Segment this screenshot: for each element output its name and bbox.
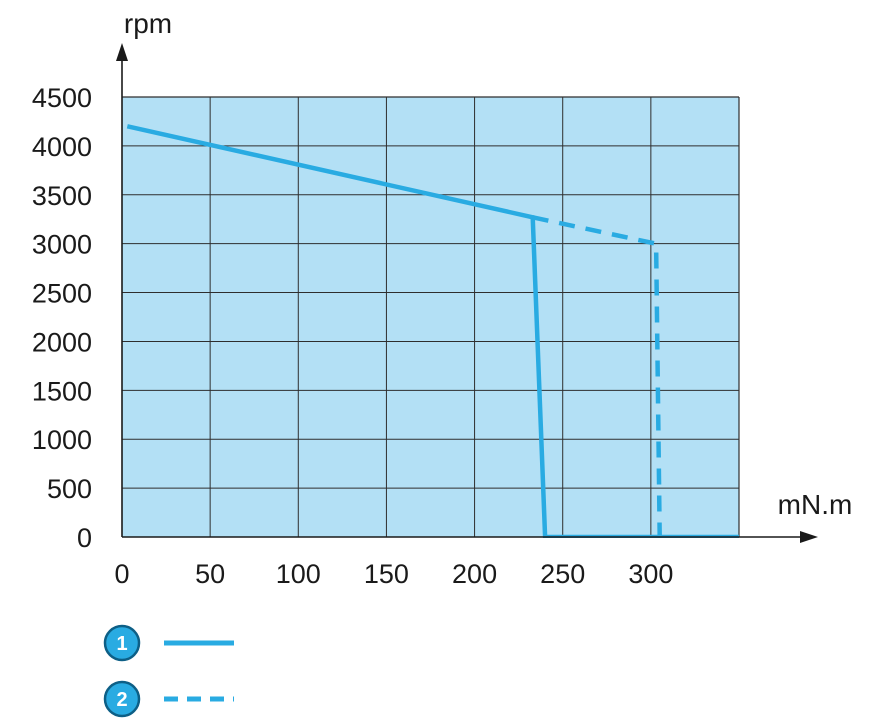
- axes: [116, 43, 818, 543]
- legend-badge-2: [103, 680, 141, 718]
- y-tick-label: 3500: [32, 181, 92, 211]
- legend-item-1: 1: [103, 624, 234, 662]
- y-tick-label: 1500: [32, 376, 92, 406]
- x-tick-label: 200: [452, 559, 497, 589]
- x-tick-label: 0: [114, 559, 129, 589]
- y-tick-label: 2000: [32, 327, 92, 357]
- y-tick-label: 2500: [32, 279, 92, 309]
- x-tick-label: 100: [276, 559, 321, 589]
- legend-badge-1: [103, 624, 141, 662]
- x-tick-label: 150: [364, 559, 409, 589]
- x-tick-label: 50: [195, 559, 225, 589]
- x-axis-arrow: [800, 531, 818, 543]
- x-tick-labels: 0 50 100 150 200 250 300: [114, 559, 673, 589]
- legend-badge-label: 1: [116, 633, 127, 655]
- y-axis-label: rpm: [124, 8, 172, 39]
- y-tick-label: 4000: [32, 132, 92, 162]
- y-axis-arrow: [116, 43, 128, 61]
- y-tick-label: 0: [77, 523, 92, 553]
- legend: 12: [103, 624, 234, 718]
- y-tick-label: 500: [47, 474, 92, 504]
- series-2-line: [532, 215, 662, 538]
- y-tick-label: 3000: [32, 230, 92, 260]
- legend-badge-label: 2: [116, 689, 127, 711]
- y-tick-label: 1000: [32, 425, 92, 455]
- legend-item-2: 2: [103, 680, 234, 718]
- plot-area: [122, 97, 739, 537]
- x-tick-label: 300: [628, 559, 673, 589]
- x-axis-label: mN.m: [778, 489, 853, 520]
- y-tick-labels: 0 500 1000 1500 2000 2500 3000 3500 4000 4500: [32, 83, 92, 553]
- x-tick-label: 250: [540, 559, 585, 589]
- y-tick-label: 4500: [32, 83, 92, 113]
